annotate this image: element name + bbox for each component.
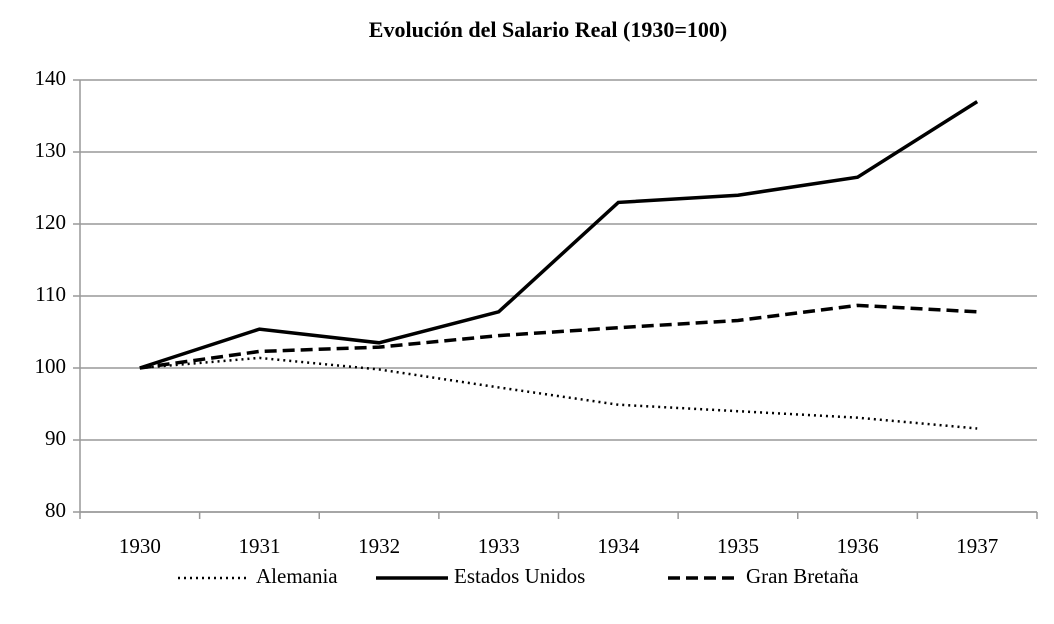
x-tick-label: 1935 xyxy=(717,534,759,558)
x-tick-label: 1937 xyxy=(956,534,998,558)
x-tick-label: 1933 xyxy=(478,534,520,558)
y-tick-label: 110 xyxy=(35,282,66,306)
chart-title: Evolución del Salario Real (1930=100) xyxy=(369,17,727,42)
y-tick-label: 100 xyxy=(35,354,67,378)
x-tick-label: 1931 xyxy=(238,534,280,558)
y-tick-label: 90 xyxy=(45,426,66,450)
x-tick-label: 1930 xyxy=(119,534,161,558)
y-tick-label: 80 xyxy=(45,498,66,522)
line-series xyxy=(139,100,979,370)
y-tick-label: 140 xyxy=(35,66,67,90)
x-tick-label: 1932 xyxy=(358,534,400,558)
legend-label: Gran Bretaña xyxy=(746,564,859,588)
line-series xyxy=(139,356,978,430)
y-tick-label: 120 xyxy=(35,210,67,234)
legend-label: Alemania xyxy=(256,564,338,588)
legend-label: Estados Unidos xyxy=(454,564,585,588)
x-tick-label: 1936 xyxy=(837,534,879,558)
x-tick-label: 1934 xyxy=(597,534,640,558)
line-series xyxy=(139,303,978,370)
y-tick-label: 130 xyxy=(35,138,67,162)
